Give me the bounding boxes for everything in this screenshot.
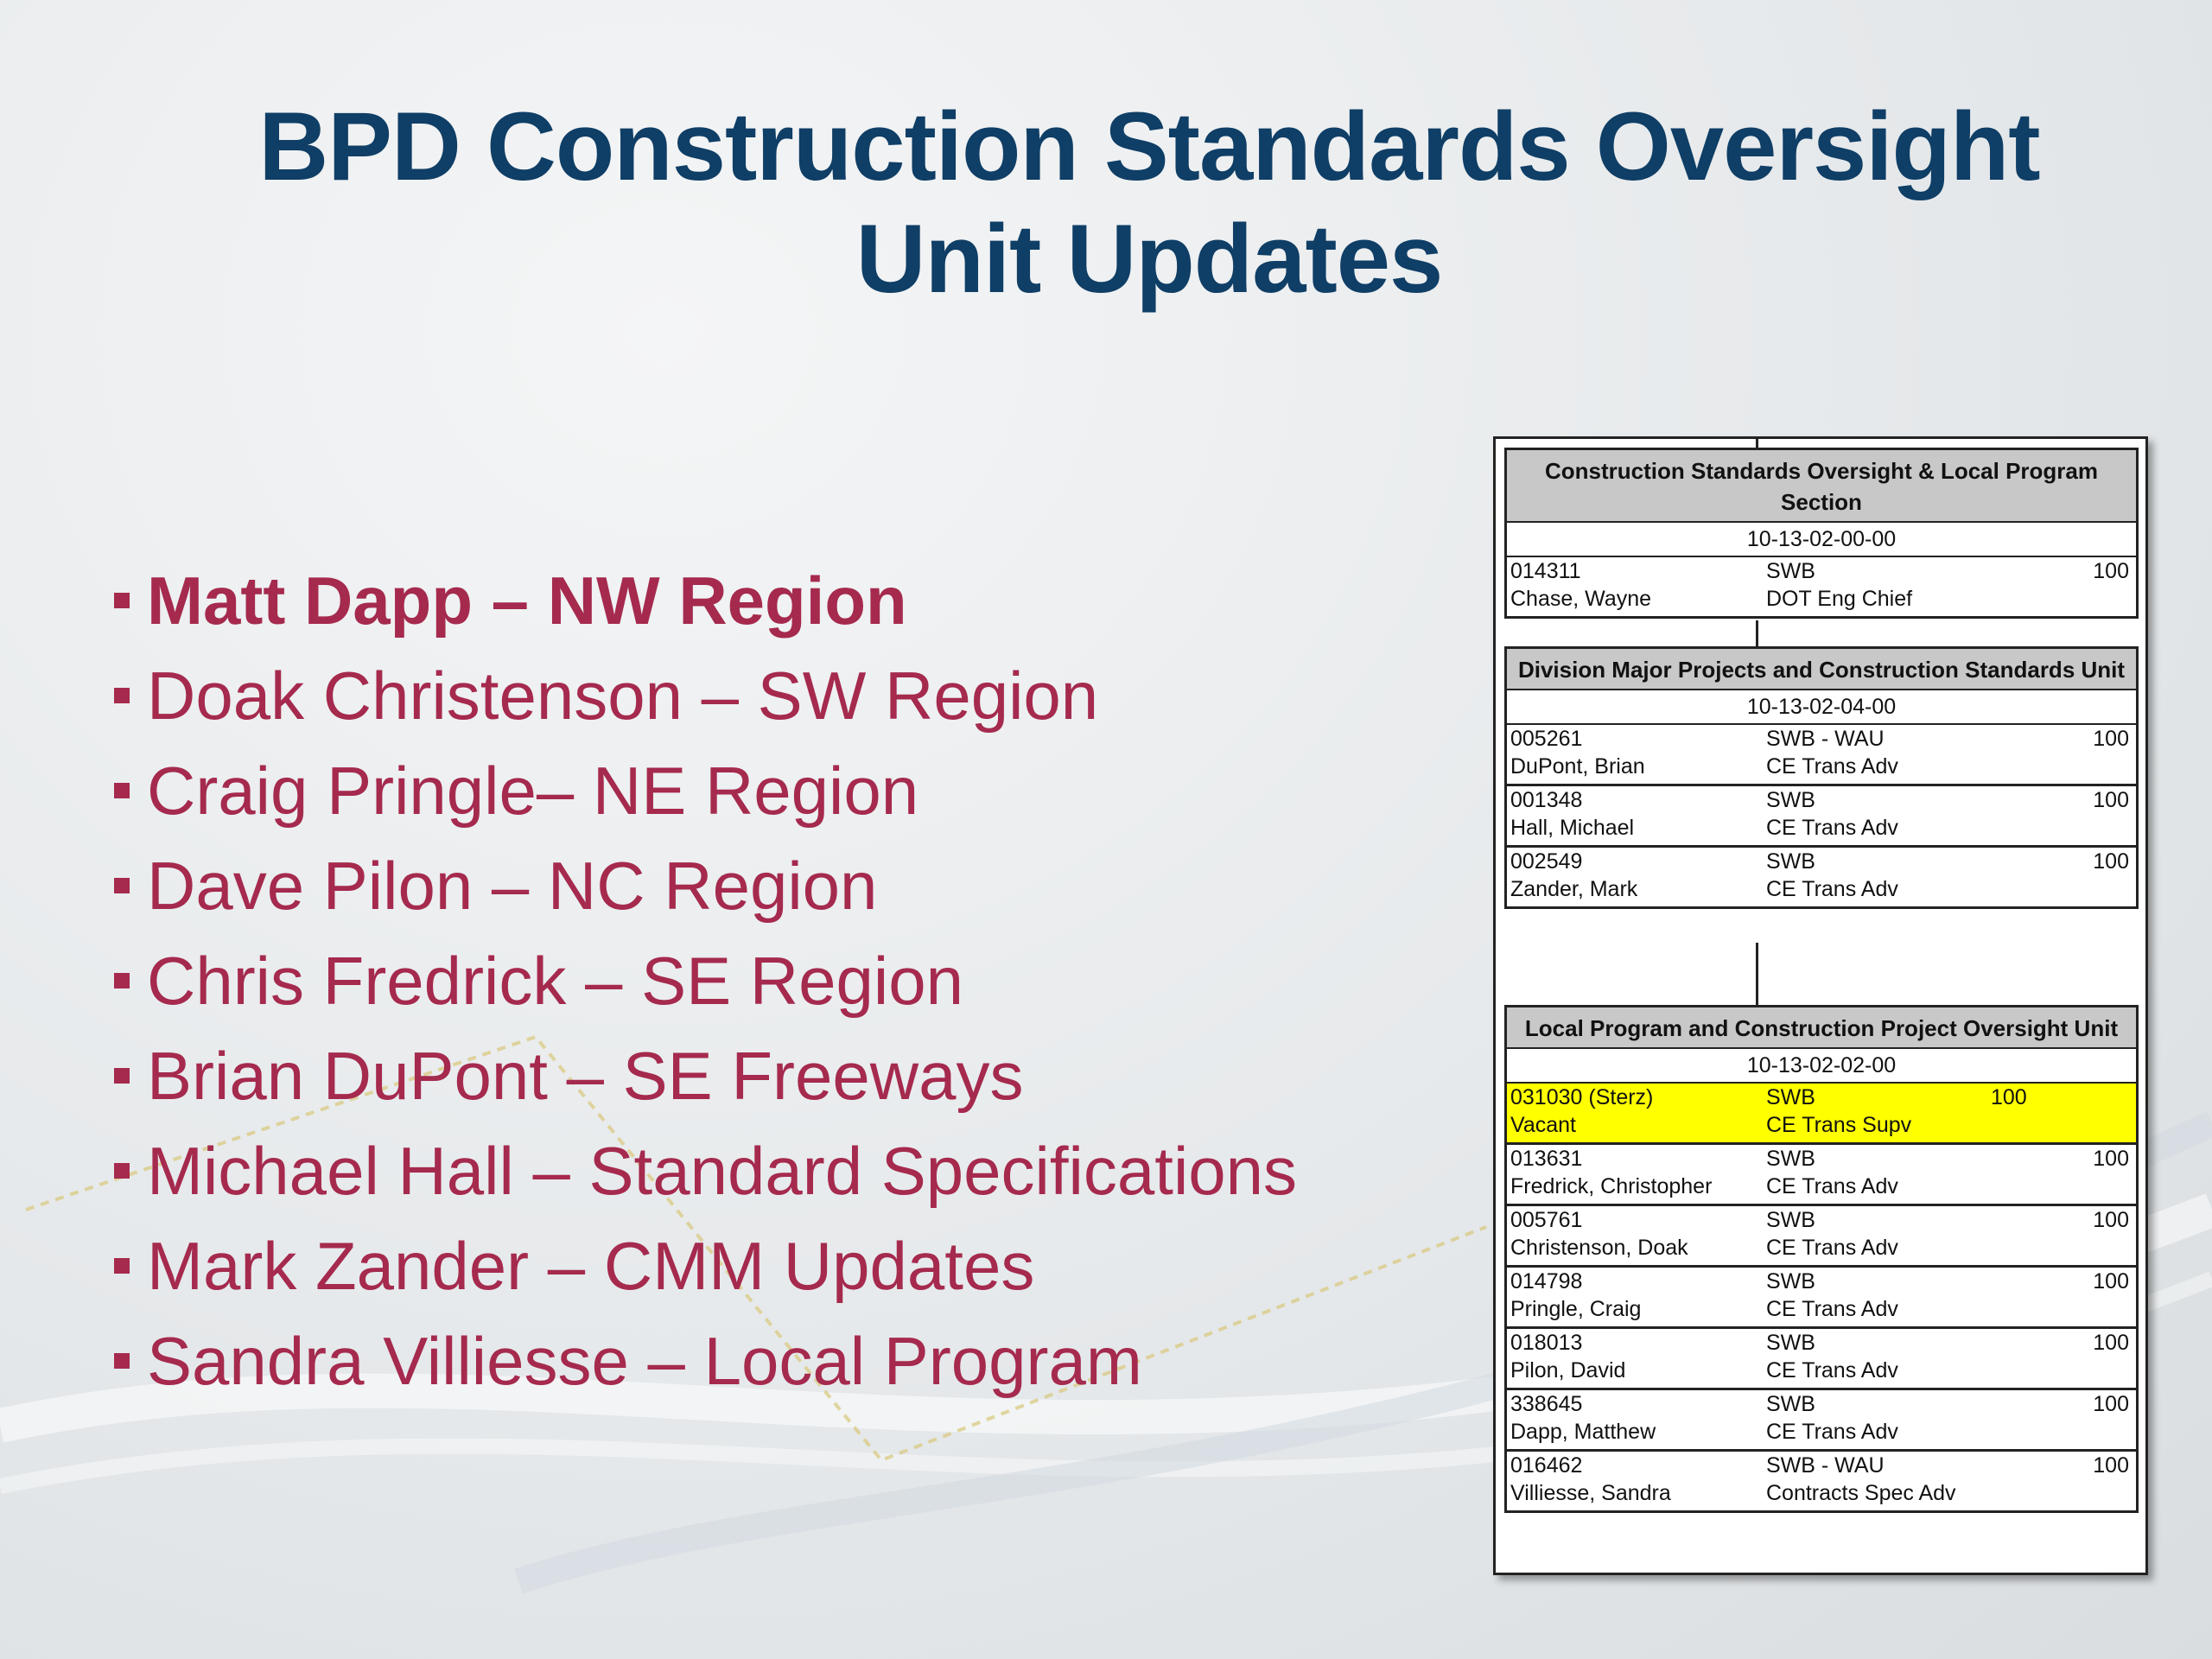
org-section-code: 10-13-02-00-00 <box>1507 523 2136 557</box>
bullet-marker-icon <box>114 688 130 703</box>
bullet-item: Sandra Villiesse – Local Program <box>109 1313 1405 1408</box>
org-section-header: Construction Standards Oversight & Local… <box>1507 450 2136 523</box>
bullet-item: Mark Zander – CMM Updates <box>109 1218 1405 1313</box>
org-local-unit-box: Local Program and Construction Project O… <box>1504 1005 2139 1513</box>
org-connector-line <box>1756 943 1758 1014</box>
bullet-marker-icon <box>114 593 130 608</box>
org-division-unit-code: 10-13-02-04-00 <box>1507 690 2136 725</box>
org-section-box: Construction Standards Oversight & Local… <box>1504 448 2139 619</box>
org-position-row: 005261 DuPont, Brian SWB - WAU CE Trans … <box>1507 725 2136 786</box>
bullet-item: Brian DuPont – SE Freeways <box>109 1028 1405 1123</box>
bullet-marker-icon <box>114 1068 130 1084</box>
org-local-unit-code: 10-13-02-02-00 <box>1507 1049 2136 1084</box>
slide-title-line-2: Unit Updates <box>855 205 1444 313</box>
bullet-item: Craig Pringle– NE Region <box>109 743 1405 838</box>
org-position-row: 016462 Villiesse, Sandra SWB - WAU Contr… <box>1510 1453 2129 1505</box>
org-position-row: 018013 Pilon, David SWB CE Trans Adv 100 <box>1507 1329 2136 1390</box>
org-position-row: 005761 Christenson, Doak SWB CE Trans Ad… <box>1507 1206 2136 1268</box>
slide-title: BPD Construction Standards Oversight Uni… <box>173 91 2126 315</box>
bullet-item: Matt Dapp – NW Region <box>109 553 1405 648</box>
org-position-row: 013631 Fredrick, Christopher SWB CE Tran… <box>1507 1145 2136 1206</box>
bullet-list: Matt Dapp – NW Region Doak Christenson –… <box>109 553 1405 1408</box>
org-position-row: 014798 Pringle, Craig SWB CE Trans Adv 1… <box>1507 1268 2136 1329</box>
bullet-marker-icon <box>114 878 130 893</box>
bullet-item: Chris Fredrick – SE Region <box>109 933 1405 1028</box>
org-position-row: 014311 Chase, Wayne SWB DOT Eng Chief 10… <box>1510 559 2129 611</box>
slide-title-line-1: BPD Construction Standards Oversight <box>258 92 2040 200</box>
org-chart: Construction Standards Oversight & Local… <box>1493 436 2148 1575</box>
bullet-marker-icon <box>114 1353 130 1369</box>
bullet-marker-icon <box>114 1163 130 1179</box>
org-connector-line <box>1756 439 1758 449</box>
org-division-unit-box: Division Major Projects and Construction… <box>1504 646 2139 909</box>
org-connector-line <box>1756 620 1758 653</box>
bullet-marker-icon <box>114 1258 130 1274</box>
org-local-unit-header: Local Program and Construction Project O… <box>1507 1007 2136 1049</box>
bullet-item: Dave Pilon – NC Region <box>109 838 1405 933</box>
org-position-row-vacant: 031030 (Sterz) Vacant SWB CE Trans Supv … <box>1507 1084 2136 1145</box>
bullet-item: Doak Christenson – SW Region <box>109 648 1405 743</box>
bullet-marker-icon <box>114 783 130 798</box>
org-position-row: 338645 Dapp, Matthew SWB CE Trans Adv 10… <box>1507 1390 2136 1452</box>
org-division-unit-header: Division Major Projects and Construction… <box>1507 649 2136 690</box>
org-position-row: 001348 Hall, Michael SWB CE Trans Adv 10… <box>1507 786 2136 848</box>
org-position-row: 002549 Zander, Mark SWB CE Trans Adv 100 <box>1510 849 2129 901</box>
bullet-item: Michael Hall – Standard Specifications <box>109 1123 1405 1218</box>
bullet-marker-icon <box>114 973 130 988</box>
